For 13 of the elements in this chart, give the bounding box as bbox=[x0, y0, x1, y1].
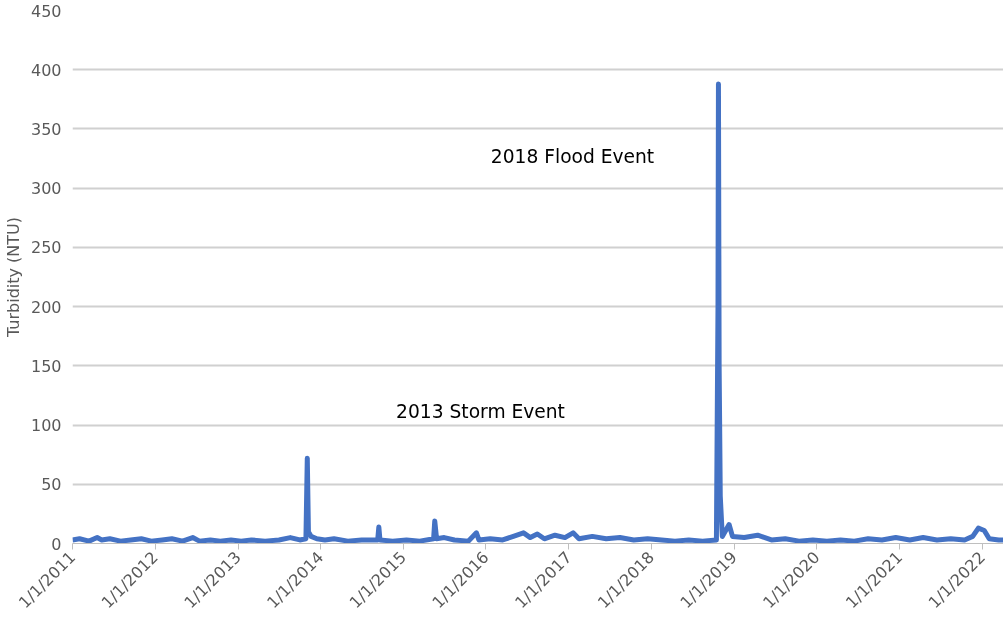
annotation: 2018 Flood Event bbox=[490, 146, 655, 167]
y-tick-label: 0 bbox=[51, 534, 62, 554]
y-tick-label: 200 bbox=[30, 297, 62, 317]
y-tick-label: 450 bbox=[30, 1, 62, 21]
y-tick-label: 350 bbox=[30, 119, 62, 139]
annotation: 2013 Storm Event bbox=[396, 401, 565, 422]
y-tick-label: 50 bbox=[41, 475, 62, 495]
y-tick-label: 150 bbox=[30, 356, 62, 376]
y-tick-label: 400 bbox=[30, 60, 62, 80]
y-axis-title: Turbidity (NTU) bbox=[3, 216, 23, 339]
y-tick-label: 100 bbox=[30, 416, 62, 436]
y-tick-label: 300 bbox=[30, 179, 62, 199]
y-tick-label: 250 bbox=[30, 238, 62, 258]
